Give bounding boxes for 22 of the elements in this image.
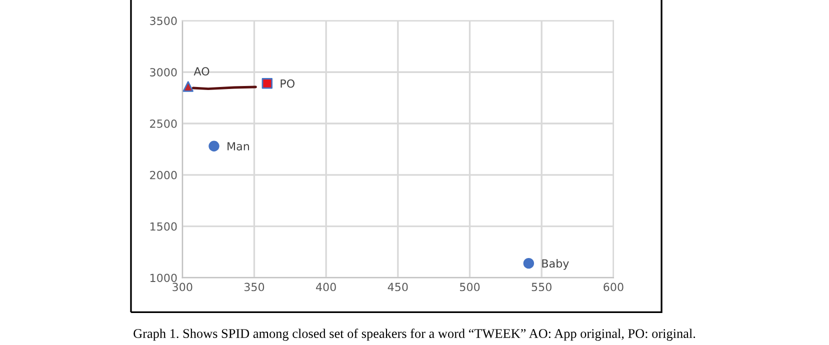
- y-tick-label: 3000: [150, 68, 177, 76]
- point: [262, 78, 273, 89]
- x-tick-label: 500: [460, 282, 480, 292]
- series-label: AO: [194, 67, 210, 76]
- y-tick-label: 3500: [150, 16, 177, 26]
- x-tick-label: 400: [316, 282, 336, 292]
- y-tick-label: 1500: [150, 222, 177, 231]
- x-tick-label: 350: [244, 282, 264, 292]
- y-tick-label: 2000: [150, 170, 177, 180]
- x-tick-label: 600: [604, 282, 624, 292]
- x-tick-label: 300: [172, 282, 192, 292]
- y-tick-label: 1000: [150, 274, 177, 282]
- point: [182, 81, 194, 92]
- series-label: Man: [228, 142, 249, 150]
- y-tick-label: 2500: [150, 119, 177, 128]
- x-tick-label: 450: [388, 282, 408, 292]
- caption: Graph 1. Shows SPID among closed set of speakers for a word “TWEEK” AO: App original, PO: original.: [134, 328, 696, 341]
- series-label: Baby: [542, 259, 569, 270]
- series-label: PO: [280, 79, 294, 88]
- point: [208, 140, 220, 152]
- x-tick-label: 550: [532, 282, 552, 292]
- point: [523, 258, 534, 269]
